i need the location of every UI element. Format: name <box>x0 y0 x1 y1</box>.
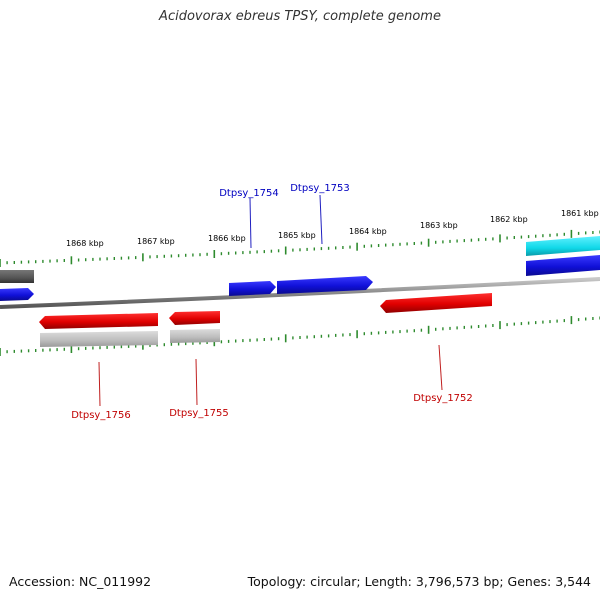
cds-bar-dtpsy-1755[interactable] <box>170 329 220 343</box>
gene-arrow-dtpsy-1755[interactable] <box>169 311 220 325</box>
gene-arrow-forward-left[interactable] <box>0 288 34 301</box>
scale-label: 1862 kbp <box>490 215 528 224</box>
scale-label: 1861 kbp <box>561 209 599 218</box>
genome-summary-text: Topology: circular; Length: 3,796,573 bp… <box>247 574 591 589</box>
leader-line-dtpsy-1756 <box>98 361 101 407</box>
gene-arrow-dtpsy-1752[interactable] <box>380 293 492 313</box>
leader-line-dtpsy-1754 <box>249 197 252 249</box>
gene-labels: Dtpsy_1754 Dtpsy_1753 Dtpsy_1756 Dtpsy_1… <box>71 183 473 421</box>
scale-labels: 1868 kbp 1867 kbp 1866 kbp 1865 kbp 1864… <box>66 209 599 248</box>
scale-label: 1865 kbp <box>278 231 316 240</box>
leader-line-dtpsy-1755 <box>195 358 198 406</box>
gene-arrow-dtpsy-1756[interactable] <box>39 313 158 329</box>
outer-tick-ruler <box>0 229 600 267</box>
gene-arrow-forward-right[interactable] <box>526 255 600 276</box>
scale-label: 1863 kbp <box>420 221 458 230</box>
gene-label-dtpsy-1752[interactable]: Dtpsy_1752 <box>413 393 473 404</box>
scale-label: 1864 kbp <box>349 227 387 236</box>
accession-text: Accession: NC_011992 <box>9 574 152 589</box>
scale-label: 1866 kbp <box>208 234 246 243</box>
gene-arrow-dtpsy-1754[interactable] <box>229 281 276 296</box>
cyan-feature[interactable] <box>526 236 600 256</box>
cds-bar-dtpsy-1756[interactable] <box>40 331 158 347</box>
grey-feature[interactable] <box>0 270 34 283</box>
gene-arrow-dtpsy-1753[interactable] <box>277 276 373 294</box>
leader-line-dtpsy-1752 <box>438 344 443 391</box>
gene-label-dtpsy-1756[interactable]: Dtpsy_1756 <box>71 410 131 421</box>
scale-label: 1867 kbp <box>137 237 175 246</box>
scale-label: 1868 kbp <box>66 239 104 248</box>
genome-title: Acidovorax ebreus TPSY, complete genome <box>159 9 441 24</box>
chromosome-backbone <box>0 277 600 309</box>
leader-line-dtpsy-1753 <box>319 194 323 245</box>
leader-lines <box>98 194 443 407</box>
gene-label-dtpsy-1755[interactable]: Dtpsy_1755 <box>169 408 229 419</box>
gene-label-dtpsy-1753[interactable]: Dtpsy_1753 <box>290 183 350 194</box>
gene-label-dtpsy-1754[interactable]: Dtpsy_1754 <box>219 188 279 199</box>
